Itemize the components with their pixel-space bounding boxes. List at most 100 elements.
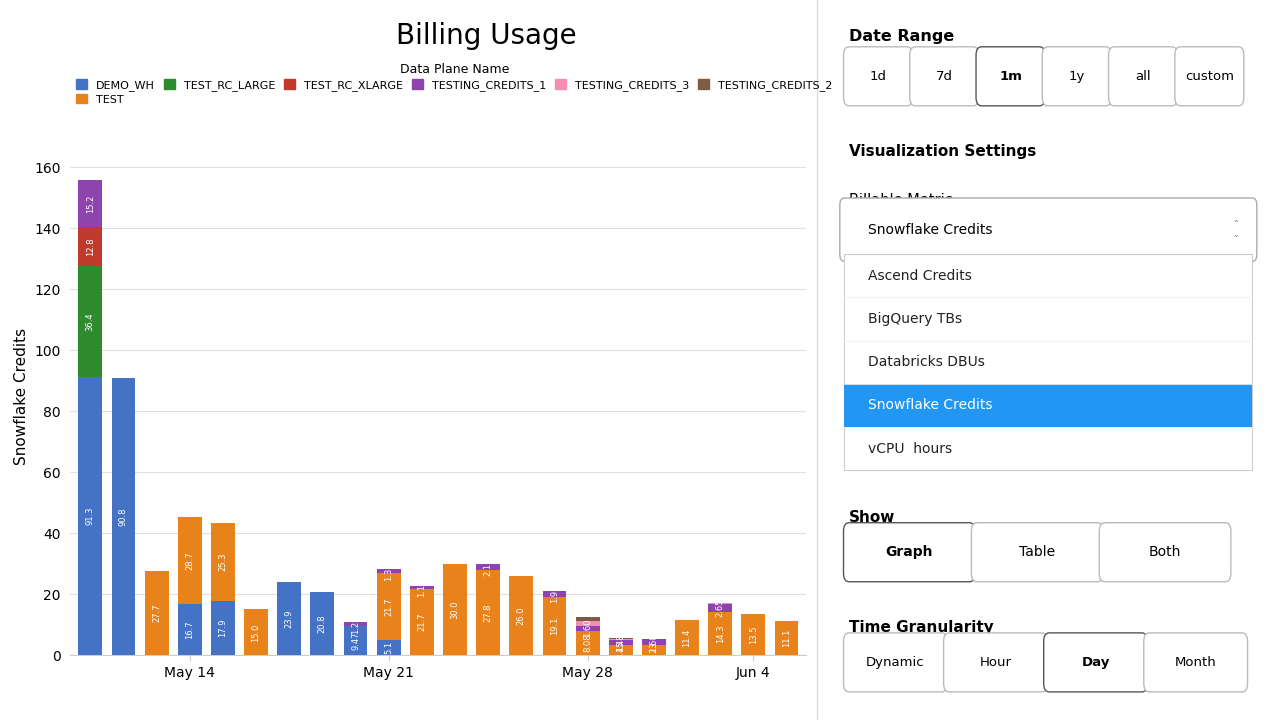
Legend: DEMO_WH, TEST, TEST_RC_LARGE, TEST_RC_XLARGE, TESTING_CREDITS_1, TESTING_CREDITS: DEMO_WH, TEST, TEST_RC_LARGE, TEST_RC_XL… [76,63,832,104]
Text: 25.3: 25.3 [219,553,228,571]
Text: 19.1: 19.1 [550,617,559,635]
Bar [343,626,367,655]
Text: 5.1: 5.1 [384,641,393,654]
FancyBboxPatch shape [1144,633,1248,692]
Text: Visualization Settings: Visualization Settings [849,144,1037,159]
Text: Table: Table [1019,545,1055,559]
Bar [78,377,102,655]
Text: 91.3: 91.3 [86,507,95,526]
FancyBboxPatch shape [1175,47,1244,106]
Text: 27.8: 27.8 [484,603,493,622]
Text: Snowflake Credits: Snowflake Credits [868,398,992,413]
FancyBboxPatch shape [844,47,913,106]
Text: Dynamic: Dynamic [867,656,924,669]
Text: Ascend Credits: Ascend Credits [868,269,972,283]
FancyBboxPatch shape [1043,633,1147,692]
Text: 1.28: 1.28 [351,615,360,634]
Text: 17.9: 17.9 [219,618,228,637]
Text: 1.93: 1.93 [550,585,559,603]
Text: 28.7: 28.7 [186,552,195,570]
FancyBboxPatch shape [977,47,1044,106]
Text: all: all [1135,70,1151,83]
Bar [278,582,301,655]
Text: 1.60: 1.60 [649,634,658,652]
FancyBboxPatch shape [1108,47,1178,106]
Bar [543,597,566,655]
Text: 1.60: 1.60 [584,619,593,637]
Bar [111,378,136,655]
Text: 14.3: 14.3 [716,624,724,643]
Bar [476,564,500,570]
Bar [643,645,666,655]
Y-axis label: Snowflake Credits: Snowflake Credits [14,328,28,464]
Text: Billable Metric: Billable Metric [849,193,952,208]
Text: 1y: 1y [1069,70,1085,83]
Bar [376,639,401,655]
Text: Day: Day [1082,656,1110,669]
Bar [410,589,434,655]
FancyBboxPatch shape [1100,523,1231,582]
Text: custom: custom [1185,70,1234,83]
Text: Show: Show [849,510,896,525]
Bar [78,266,102,377]
FancyBboxPatch shape [844,633,947,692]
Bar [178,604,202,655]
Bar [708,611,732,655]
Text: 15.2: 15.2 [86,194,95,213]
Bar [78,181,102,227]
Text: 36.4: 36.4 [86,312,95,330]
Text: 16.7: 16.7 [186,621,195,639]
Bar [576,631,599,655]
Text: 12.8: 12.8 [86,237,95,256]
Text: Both: Both [1149,545,1181,559]
Text: Databricks DBUs: Databricks DBUs [868,355,984,369]
Text: 1d: 1d [869,70,887,83]
Bar [609,640,632,644]
Bar [211,523,234,600]
Text: Time Granularity: Time Granularity [849,620,993,635]
Bar [145,571,169,655]
Bar [244,609,268,655]
Bar [576,621,599,626]
Text: 1.35: 1.35 [384,562,393,580]
Text: Graph: Graph [886,545,933,559]
Bar [675,621,699,655]
Text: 3.45: 3.45 [616,641,625,660]
Bar [708,603,732,611]
Text: 90.8: 90.8 [119,508,128,526]
Bar [609,639,632,640]
Text: 2.65: 2.65 [716,598,724,617]
Text: 1.48: 1.48 [616,633,625,652]
Bar [741,614,765,655]
Text: 1.13: 1.13 [417,578,426,597]
Text: 21.7: 21.7 [417,613,426,631]
Text: 30.0: 30.0 [451,600,460,618]
Text: Snowflake Credits: Snowflake Credits [868,222,992,237]
Bar [376,573,401,639]
Text: 8.08: 8.08 [584,634,593,652]
Bar [774,621,799,655]
Text: 1m: 1m [1000,70,1021,83]
Bar [543,591,566,597]
FancyBboxPatch shape [910,47,979,106]
Text: 23.9: 23.9 [284,610,293,628]
Bar [845,384,1252,427]
Text: BigQuery TBs: BigQuery TBs [868,312,961,326]
Bar [576,617,599,621]
Bar [311,592,334,655]
Bar [609,644,632,655]
FancyBboxPatch shape [844,523,975,582]
Text: 11.1: 11.1 [782,629,791,647]
Text: ⌃
⌄: ⌃ ⌄ [1233,220,1239,239]
Bar [376,570,401,573]
Bar [410,585,434,589]
FancyBboxPatch shape [1042,47,1111,106]
Text: 11.4: 11.4 [682,629,691,647]
Bar [178,517,202,604]
FancyBboxPatch shape [845,254,1252,470]
Bar [343,622,367,626]
Text: Billing Usage: Billing Usage [396,22,577,50]
Bar [643,641,666,645]
Text: Month: Month [1175,656,1216,669]
Bar [509,576,534,655]
